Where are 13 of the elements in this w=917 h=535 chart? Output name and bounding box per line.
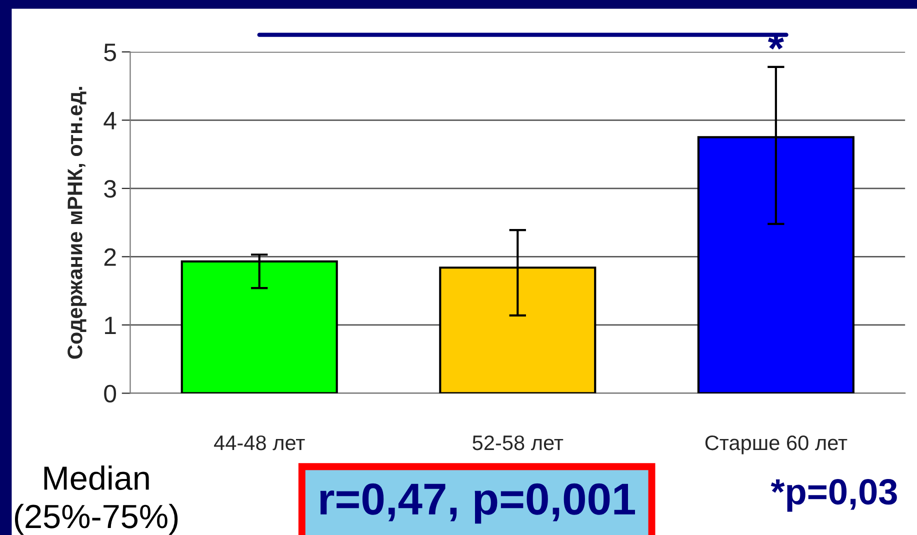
y-tick-label: 0 <box>104 384 116 403</box>
y-tick-label: 1 <box>105 316 116 334</box>
text: Median (25%-75%) <box>14 466 178 535</box>
y-tick-label: 5 <box>104 44 116 62</box>
text: *p=0,03 <box>770 478 897 512</box>
y-tick-label: 4 <box>104 112 116 130</box>
y-axis-title: Содержание мРНК, отн.ед. <box>68 86 86 359</box>
x-tick-label: 52-58 лет <box>472 435 564 450</box>
y-tick-label: 3 <box>104 180 116 198</box>
x-tick-label: Старше 60 лет <box>705 435 848 454</box>
y-tick-label: 2 <box>104 248 116 266</box>
text: r=0,47, p=0,001 <box>320 483 635 524</box>
x-tick-label: 44-48 лет <box>214 435 305 450</box>
